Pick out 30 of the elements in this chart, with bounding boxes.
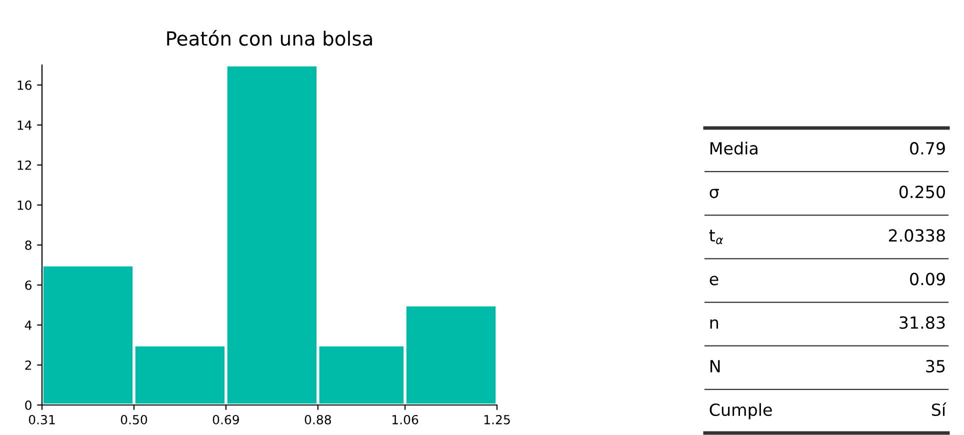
y-tick-label: 2 — [25, 360, 32, 370]
text: 0.09 — [910, 272, 945, 286]
text: 0.79 — [910, 142, 945, 155]
text: 0.250 — [899, 186, 945, 198]
y-tick-label: 6 — [25, 280, 32, 290]
x-tick-label: 1.06 — [392, 414, 418, 424]
y-tick-label: 12 — [18, 160, 32, 170]
text: e — [710, 276, 718, 286]
y-tick-label: 4 — [24, 320, 32, 330]
chart-title: Peatón con una bolsa — [167, 30, 372, 46]
y-tick-label: 8 — [25, 240, 32, 250]
y-tick-label: 14 — [18, 120, 32, 130]
x-tick-label: 1.25 — [484, 414, 510, 424]
text: t$_{α}$ — [709, 230, 724, 244]
y-tick-label: 0 — [25, 400, 32, 410]
x-tick-label: 0.88 — [304, 414, 331, 424]
text: Sí — [932, 402, 947, 416]
text: N — [710, 360, 720, 372]
text: 2.0338 — [888, 229, 945, 242]
y-tick-label: 16 — [18, 80, 32, 90]
text: n — [710, 319, 718, 329]
text: Cumple — [710, 403, 772, 420]
text: Media — [710, 142, 758, 155]
x-tick-label: 0.31 — [28, 414, 55, 424]
text: σ — [710, 188, 719, 198]
y-tick-label: 10 — [18, 200, 32, 210]
x-tick-label: 0.50 — [120, 414, 148, 424]
text: 35 — [926, 360, 945, 372]
text: 31.83 — [900, 316, 945, 329]
x-tick-label: 0.69 — [212, 414, 239, 424]
